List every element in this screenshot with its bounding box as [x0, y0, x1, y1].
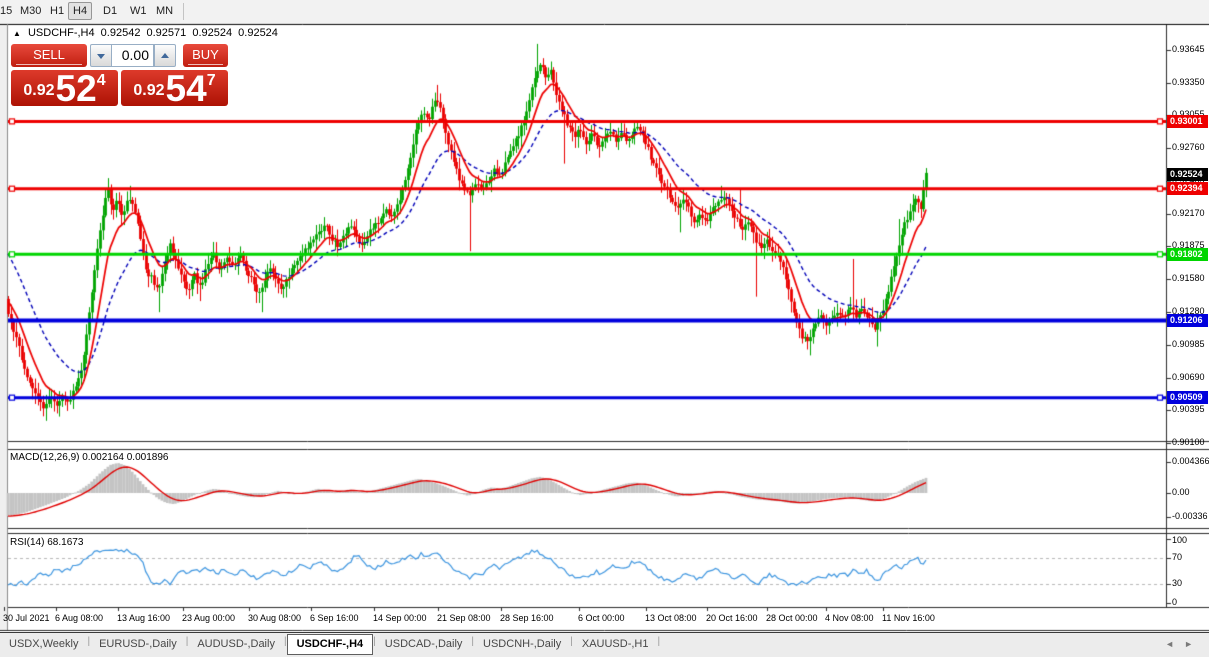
date-tick-label: 4 Nov 08:00 [825, 613, 874, 623]
tab-separator: | [185, 636, 189, 647]
ohlc-low: 0.92524 [192, 27, 233, 39]
sell-button[interactable]: SELL [11, 44, 87, 67]
price-tick-0.93055: 0.93055 [1172, 109, 1205, 119]
bid-price-button[interactable]: 0.92 52 4 [11, 68, 118, 109]
timeframe-button-m30[interactable]: M30 [20, 5, 42, 17]
tab-separator: | [657, 636, 661, 647]
price-tick-0.91580: 0.91580 [1172, 272, 1205, 283]
date-tick-label: 11 Nov 16:00 [882, 613, 935, 623]
tab-separator: | [471, 636, 475, 647]
current-price-label: 0.92524 [1167, 167, 1208, 181]
price-tick-0.91280: 0.91280 [1172, 306, 1205, 317]
tab-separator: | [283, 636, 287, 647]
timeframe-button-w1[interactable]: W1 [130, 5, 147, 17]
date-tick-label: 13 Aug 16:00 [117, 613, 171, 623]
hline-price-label-0.93001: 0.93001 [1167, 114, 1208, 128]
date-tick-label: 6 Oct 00:00 [578, 613, 625, 623]
spinner-down-icon [97, 53, 105, 59]
rsi-indicator-label: RSI(14) 68.1673 [10, 537, 84, 548]
hline-price-label-0.92394: 0.92394 [1167, 182, 1208, 196]
hline-price-label-0.91802: 0.91802 [1167, 247, 1208, 261]
ask-prefix: 0.92 [133, 82, 165, 99]
bid-big-digits: 52 [55, 68, 97, 109]
volume-decrease-button[interactable] [90, 44, 112, 67]
ask-big-digits: 54 [165, 68, 207, 109]
rsi-tick-30: 30 [1172, 577, 1183, 588]
bid-prefix: 0.92 [23, 82, 55, 99]
rsi-tick-100: 100 [1172, 535, 1188, 545]
timeframe-button-h4[interactable]: H4 [68, 2, 93, 20]
date-tick-label: 28 Sep 16:00 [500, 613, 554, 623]
symbol-header[interactable]: ▲ USDCHF-,H4 0.92542 0.92571 0.92524 0.9… [13, 27, 281, 39]
macd-indicator-label: MACD(12,26,9) 0.002164 0.001896 [10, 452, 169, 463]
price-tick-0.90100: 0.90100 [1172, 437, 1205, 447]
buy-button-label: BUY [192, 47, 219, 62]
price-tick-0.90395: 0.90395 [1172, 404, 1205, 415]
timeframe-toolbar: 15 M30 H1 H4 D1 W1 MN [0, 0, 1209, 24]
price-tick-0.90690: 0.90690 [1172, 371, 1205, 382]
tab-usdchf-h4[interactable]: USDCHF-,H4 [286, 634, 374, 655]
sell-button-label: SELL [33, 47, 65, 62]
ohlc-open: 0.92542 [100, 27, 141, 39]
ohlc-close: 0.92524 [238, 27, 278, 39]
rsi-tick-70: 70 [1172, 551, 1183, 562]
date-tick-label: 21 Sep 08:00 [437, 613, 491, 623]
spinner-up-icon [161, 52, 169, 58]
date-tick-label: 6 Sep 16:00 [310, 613, 359, 623]
volume-input[interactable]: 0.00 [111, 44, 154, 67]
toolbar-divider [183, 3, 184, 20]
one-click-trading-panel: SELL 0.00 BUY 0.92 52 4 0.92 54 7 [11, 44, 228, 109]
tab-audusd-daily[interactable]: AUDUSD-,Daily [197, 638, 275, 650]
date-tick-label: 20 Oct 16:00 [706, 613, 758, 623]
sell-underline [16, 64, 82, 65]
price-tick-0.93350: 0.93350 [1172, 76, 1205, 87]
date-tick-label: 30 Jul 2021 [3, 613, 50, 623]
price-tick-0.93645: 0.93645 [1172, 44, 1205, 54]
tab-usdcnh-daily[interactable]: USDCNH-,Daily [483, 638, 562, 650]
date-tick-label: 28 Oct 00:00 [766, 613, 818, 623]
price-tick-0.92760: 0.92760 [1172, 142, 1205, 153]
buy-button[interactable]: BUY [183, 44, 228, 67]
tab-eurusd-daily[interactable]: EURUSD-,Daily [99, 638, 177, 650]
tab-scroll-arrows: ◄► [1165, 639, 1203, 649]
price-tick-0.90985: 0.90985 [1172, 338, 1205, 349]
macd-tick-0.00: 0.00 [1172, 487, 1190, 497]
ask-price-button[interactable]: 0.92 54 7 [121, 68, 228, 109]
tab-separator: | [373, 636, 376, 647]
volume-increase-button[interactable] [154, 44, 176, 67]
timeframe-button-h1[interactable]: H1 [50, 5, 65, 17]
tabs: USDX,Weekly | EURUSD-,Daily | AUDUSD-,Daily |… [0, 633, 661, 655]
hline-price-label-0.90509: 0.90509 [1167, 391, 1208, 405]
price-tick-0.92170: 0.92170 [1172, 207, 1205, 218]
price-tick-0.91875: 0.91875 [1172, 240, 1205, 251]
macd-tick--0.00336: -0.00336 [1172, 510, 1208, 521]
tab-xauusd-h1[interactable]: XAUUSD-,H1 [581, 638, 649, 650]
tab-usdcad-daily[interactable]: USDCAD-,Daily [384, 638, 463, 650]
tab-separator: | [570, 636, 573, 647]
hline-price-label-0.91206: 0.91206 [1167, 313, 1208, 327]
tab-usdx-weekly[interactable]: USDX,Weekly [9, 638, 79, 650]
date-tick-label: 6 Aug 08:00 [55, 613, 104, 623]
ask-pip-digit: 7 [206, 72, 216, 89]
ohlc-high: 0.92571 [146, 27, 187, 39]
date-tick-label: 30 Aug 08:00 [248, 613, 302, 623]
tab-separator: | [87, 636, 91, 647]
date-tick-label: 14 Sep 00:00 [373, 613, 427, 623]
date-tick-label: 13 Oct 08:00 [645, 613, 697, 623]
collapse-triangle-icon[interactable]: ▲ [13, 29, 21, 38]
macd-tick-0.004366: 0.004366 [1172, 456, 1209, 467]
rsi-tick-0: 0 [1172, 597, 1178, 607]
timeframe-button-mn[interactable]: MN [156, 5, 174, 17]
chart-tab-bar: USDX,Weekly | EURUSD-,Daily | AUDUSD-,Daily |… [0, 632, 1209, 657]
date-tick-label: 23 Aug 00:00 [182, 613, 236, 623]
timeframe-button-15[interactable]: 15 [0, 5, 13, 17]
bid-pip-digit: 4 [96, 72, 106, 89]
buy-underline [188, 64, 223, 65]
timeframe-button-d1[interactable]: D1 [103, 5, 118, 17]
symbol-name: USDCHF-,H4 [27, 27, 95, 39]
